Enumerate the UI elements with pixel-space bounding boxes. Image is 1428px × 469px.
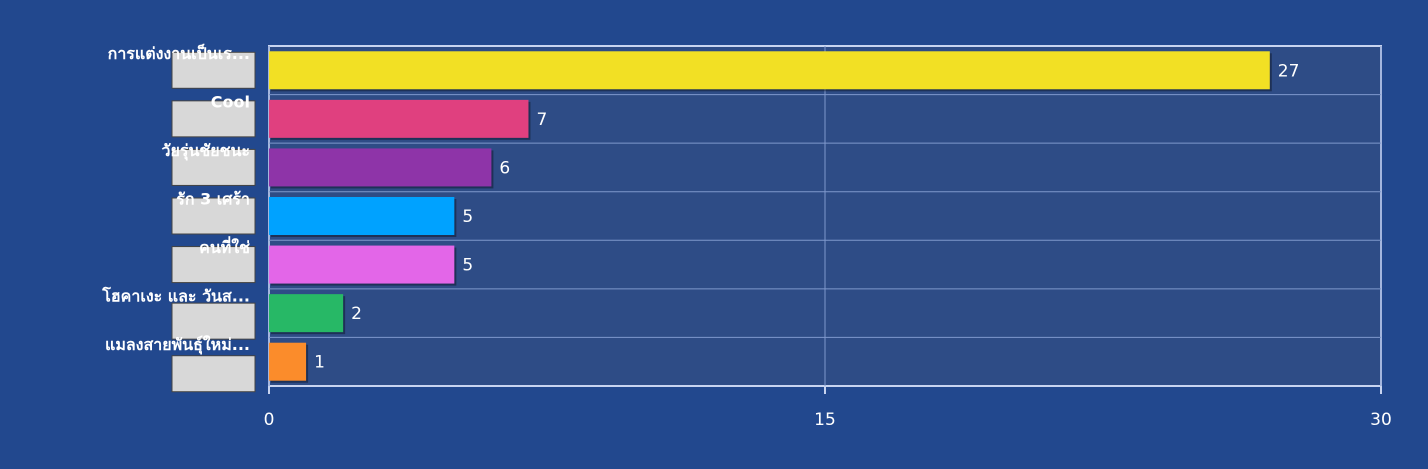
thumbnail	[171, 355, 256, 393]
bar	[269, 342, 307, 381]
y-tick-label: แมลงสายพันธุ์ใหม่...	[105, 335, 250, 355]
bar	[269, 245, 455, 284]
bar	[269, 148, 492, 187]
x-tick-label: 15	[814, 410, 836, 430]
bar	[269, 99, 529, 138]
value-label: 7	[536, 110, 547, 130]
value-label: 1	[314, 353, 325, 373]
bar	[269, 51, 1270, 90]
thumbnail	[171, 148, 256, 186]
y-tick-label: การแต่งงานเป็นเร...	[108, 42, 250, 63]
y-tick-label: คนที่ใช่	[199, 236, 250, 257]
thumbnail	[171, 197, 256, 235]
bar	[269, 294, 344, 333]
y-tick-label: Cool	[211, 92, 250, 111]
value-label: 2	[351, 304, 362, 324]
y-tick-label: โฮคาเงะ และ วันส...	[101, 286, 250, 306]
x-tick-label: 30	[1370, 410, 1392, 430]
value-label: 5	[462, 256, 473, 276]
thumbnail	[171, 302, 256, 340]
bar	[269, 197, 455, 235]
y-tick-label: วัยรุ่นชัยชนะ	[161, 141, 250, 161]
value-label: 6	[499, 158, 510, 178]
thumbnail	[171, 100, 256, 138]
thumbnail	[171, 246, 256, 284]
thumbnail	[171, 51, 256, 89]
value-label: 27	[1278, 61, 1300, 81]
y-tick-label: รัก 3 เศร้า	[176, 190, 250, 209]
x-tick-label: 0	[264, 410, 275, 430]
value-label: 5	[462, 207, 473, 227]
